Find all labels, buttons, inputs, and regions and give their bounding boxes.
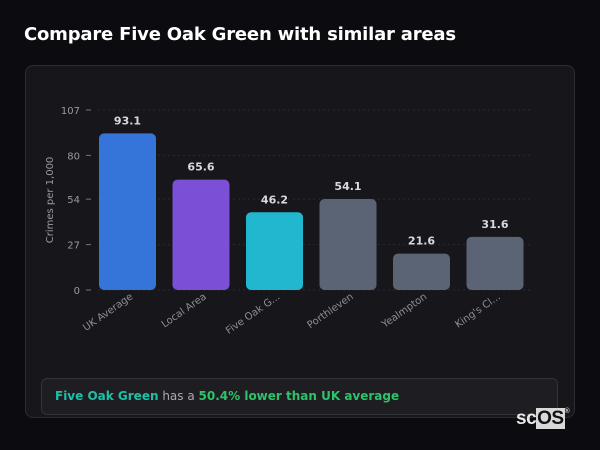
data-label: 21.6	[408, 235, 435, 248]
data-label: 93.1	[114, 114, 141, 127]
bar-2	[246, 212, 303, 290]
data-label: 54.1	[334, 180, 361, 193]
page-title: Compare Five Oak Green with similar area…	[24, 24, 456, 45]
x-tick-label: Yealmpton	[379, 291, 429, 331]
watermark-prefix: sc	[516, 408, 537, 429]
data-label: 46.2	[261, 193, 288, 206]
summary-comparison: 50.4% lower than UK average	[198, 389, 400, 403]
y-tick-label: 0	[74, 286, 80, 297]
x-tick-label: Five Oak G...	[224, 291, 282, 336]
data-label: 65.6	[187, 161, 214, 174]
watermark-boxed: OS	[536, 408, 565, 429]
y-tick-label: 54	[67, 195, 80, 206]
bar-4	[393, 253, 450, 290]
x-tick-label: King's Cl...	[453, 291, 502, 330]
y-tick-label: 80	[67, 151, 80, 162]
watermark-logo: scOS®	[516, 408, 570, 430]
summary-middle: has a	[158, 389, 199, 403]
data-label: 31.6	[481, 218, 508, 231]
summary-area: Five Oak Green	[55, 389, 159, 403]
x-tick-label: Local Area	[160, 291, 209, 330]
bar-5	[466, 236, 524, 290]
y-tick-label: 27	[67, 241, 80, 252]
x-tick-label: Porthleven	[306, 291, 356, 331]
x-tick-label: UK Average	[81, 291, 135, 333]
summary-box: Five Oak Green has a 50.4% lower than UK…	[41, 378, 558, 415]
bar-0	[99, 133, 156, 290]
y-tick-label: 107	[61, 106, 80, 117]
bar-1	[172, 179, 230, 290]
watermark-mark: ®	[564, 408, 570, 415]
bar-3	[319, 198, 377, 290]
y-axis-label: Crimes per 1,000	[45, 157, 56, 244]
